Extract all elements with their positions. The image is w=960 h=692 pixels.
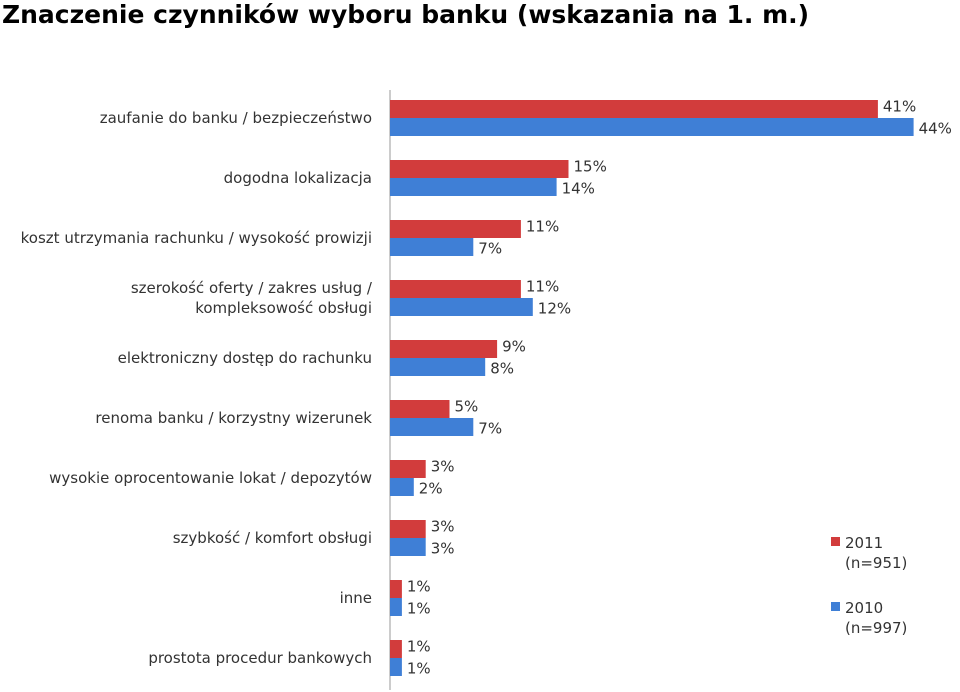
category-label: szybkość / komfort obsługi bbox=[172, 529, 372, 547]
legend-label: 2010 (n=997) bbox=[845, 599, 908, 637]
chart-title: Znaczenie czynników wyboru banku (wskaza… bbox=[2, 0, 810, 29]
bar bbox=[390, 598, 402, 616]
bar bbox=[390, 640, 402, 658]
value-label: 5% bbox=[455, 398, 479, 416]
category-label: dogodna lokalizacja bbox=[223, 169, 372, 187]
category-label: zaufanie do banku / bezpieczeństwo bbox=[99, 109, 372, 127]
legend-label: 2011 (n=951) bbox=[845, 534, 908, 572]
value-label: 11% bbox=[526, 278, 559, 296]
category-label: prostota procedur bankowych bbox=[148, 649, 372, 667]
bar bbox=[390, 220, 521, 238]
bar bbox=[390, 460, 426, 478]
bar bbox=[390, 178, 557, 196]
value-label: 12% bbox=[538, 300, 571, 318]
bar bbox=[390, 280, 521, 298]
value-label: 9% bbox=[502, 338, 526, 356]
value-label: 7% bbox=[478, 240, 502, 258]
legend-swatch bbox=[831, 602, 840, 611]
value-label: 3% bbox=[431, 540, 455, 558]
value-label: 7% bbox=[478, 420, 502, 438]
value-label: 1% bbox=[407, 660, 431, 678]
value-label: 1% bbox=[407, 578, 431, 596]
value-label: 44% bbox=[919, 120, 952, 138]
bar bbox=[390, 118, 914, 136]
bar bbox=[390, 520, 426, 538]
bar bbox=[390, 400, 450, 418]
value-label: 15% bbox=[574, 158, 607, 176]
category-label: koszt utrzymania rachunku / wysokość pro… bbox=[20, 229, 372, 247]
bar bbox=[390, 658, 402, 676]
bar bbox=[390, 100, 878, 118]
value-label: 8% bbox=[490, 360, 514, 378]
bar bbox=[390, 538, 426, 556]
value-label: 3% bbox=[431, 518, 455, 536]
bar bbox=[390, 358, 486, 376]
category-label: wysokie oprocentowanie lokat / depozytów bbox=[49, 469, 372, 487]
category-label: inne bbox=[339, 589, 372, 607]
value-label: 1% bbox=[407, 638, 431, 656]
bar bbox=[390, 160, 569, 178]
bar bbox=[390, 418, 474, 436]
bar bbox=[390, 298, 533, 316]
value-label: 2% bbox=[419, 480, 443, 498]
bar bbox=[390, 580, 402, 598]
value-label: 41% bbox=[883, 98, 916, 116]
bar bbox=[390, 478, 414, 496]
category-label: szerokość oferty / zakres usług / komple… bbox=[130, 279, 372, 317]
bar bbox=[390, 238, 474, 256]
category-label: renoma banku / korzystny wizerunek bbox=[95, 409, 372, 427]
value-label: 14% bbox=[562, 180, 595, 198]
category-label: elektroniczny dostęp do rachunku bbox=[117, 349, 372, 367]
value-label: 3% bbox=[431, 458, 455, 476]
legend-swatch bbox=[831, 537, 840, 546]
value-label: 11% bbox=[526, 218, 559, 236]
value-label: 1% bbox=[407, 600, 431, 618]
bar bbox=[390, 340, 498, 358]
